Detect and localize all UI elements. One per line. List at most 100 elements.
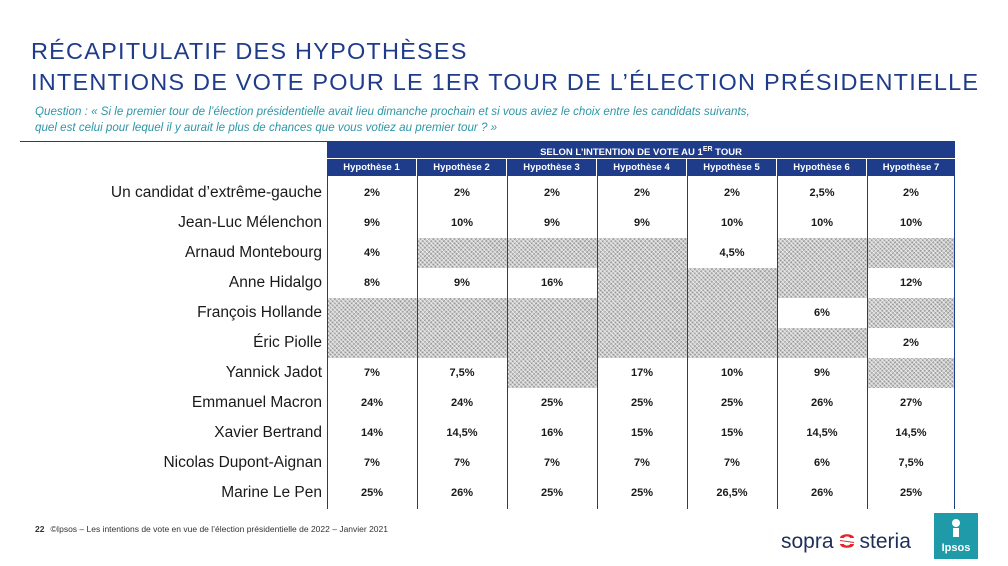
table-cell-empty xyxy=(327,298,417,328)
table-cell-empty xyxy=(327,328,417,358)
table-cell-empty xyxy=(507,328,597,358)
row-label: François Hollande xyxy=(197,304,322,321)
table-cell: 14,5% xyxy=(895,427,927,439)
span-header-text: SELON L’INTENTION DE VOTE AU 1 xyxy=(540,147,703,158)
column-divider xyxy=(954,159,955,509)
footer: 22 ©Ipsos – Les intentions de vote en vue… xyxy=(35,524,388,534)
table-cell: 12% xyxy=(899,277,923,289)
table-cell: 10% xyxy=(450,217,474,229)
table-cell-empty xyxy=(687,268,777,298)
question-line-1: Question : « Si le premier tour de l’éle… xyxy=(35,105,750,118)
table-cell: 14,5% xyxy=(806,427,838,439)
column-divider xyxy=(417,159,418,509)
table-cell: 16% xyxy=(540,427,564,439)
table-cell: 25% xyxy=(899,487,923,499)
results-table: SELON L’INTENTION DE VOTE AU 1ER TOUR Hy… xyxy=(327,141,955,509)
table-cell: 10% xyxy=(720,367,744,379)
table-cell: 4,5% xyxy=(719,247,745,259)
title-line-2: INTENTIONS DE VOTE POUR LE 1ER TOUR DE L… xyxy=(31,69,980,95)
table-cell: 26% xyxy=(810,397,834,409)
table-cell-empty xyxy=(507,358,597,388)
row-label: Nicolas Dupont-Aignan xyxy=(163,454,322,471)
table-cell: 7% xyxy=(544,457,560,469)
table-cell-empty xyxy=(777,238,867,268)
page-number: 22 xyxy=(35,524,45,534)
table-cell: 2% xyxy=(724,187,740,199)
column-header: Hypothèse 6 xyxy=(777,159,866,176)
table-cell-empty xyxy=(777,328,867,358)
table-cell-empty xyxy=(687,328,777,358)
table-cell-empty xyxy=(687,298,777,328)
table-cell: 8% xyxy=(364,277,380,289)
table-cell: 4% xyxy=(364,247,380,259)
table-cell: 7% xyxy=(724,457,740,469)
table-cell: 7,5% xyxy=(449,367,475,379)
column-divider xyxy=(327,159,328,509)
table-cell-empty xyxy=(417,328,507,358)
table-cell: 10% xyxy=(899,217,923,229)
table-cell: 26% xyxy=(810,487,834,499)
table-cell: 15% xyxy=(630,427,654,439)
table-cell: 2% xyxy=(544,187,560,199)
table-cell-empty xyxy=(597,238,687,268)
table-cell-empty xyxy=(597,298,687,328)
table-cell: 9% xyxy=(454,277,470,289)
table-cell-empty xyxy=(507,298,597,328)
table-cell-empty xyxy=(507,238,597,268)
table-cell: 17% xyxy=(630,367,654,379)
table-cell: 10% xyxy=(720,217,744,229)
question-line-2: quel est celui pour lequel il y aurait l… xyxy=(35,120,498,134)
footer-text: ©Ipsos – Les intentions de vote en vue d… xyxy=(50,524,388,534)
table-cell: 7% xyxy=(454,457,470,469)
table-cell-empty xyxy=(597,268,687,298)
table-cell: 10% xyxy=(810,217,834,229)
survey-question: Question : « Si le premier tour de l’éle… xyxy=(35,104,750,135)
row-label: Éric Piolle xyxy=(253,334,322,351)
table-cell: 7% xyxy=(364,457,380,469)
column-divider xyxy=(777,159,778,509)
table-cell: 2% xyxy=(454,187,470,199)
table-cell: 25% xyxy=(540,397,564,409)
table-span-header: SELON L’INTENTION DE VOTE AU 1ER TOUR xyxy=(327,141,955,158)
row-label: Jean-Luc Mélenchon xyxy=(178,214,322,231)
column-header: Hypothèse 3 xyxy=(507,159,596,176)
column-header: Hypothèse 2 xyxy=(417,159,506,176)
row-label: Marine Le Pen xyxy=(221,484,322,501)
table-cell: 25% xyxy=(360,487,384,499)
table-cell-empty xyxy=(867,358,955,388)
page-title: RÉCAPITULATIF DES HYPOTHÈSES INTENTIONS … xyxy=(31,36,979,98)
sopra-text: sopra xyxy=(781,530,834,553)
column-header: Hypothèse 7 xyxy=(867,159,955,176)
column-header: Hypothèse 1 xyxy=(327,159,416,176)
table-cell-empty xyxy=(417,238,507,268)
span-header-sup: ER xyxy=(702,146,713,153)
table-cell: 9% xyxy=(544,217,560,229)
row-label: Yannick Jadot xyxy=(225,364,322,381)
row-label: Xavier Bertrand xyxy=(214,424,322,441)
table-cell: 26% xyxy=(450,487,474,499)
table-cell: 24% xyxy=(360,397,384,409)
column-divider xyxy=(687,159,688,509)
table-cell: 25% xyxy=(630,487,654,499)
column-divider xyxy=(597,159,598,509)
row-label: Emmanuel Macron xyxy=(191,394,322,411)
table-cell: 9% xyxy=(814,367,830,379)
table-cell: 6% xyxy=(814,307,830,319)
table-cell: 24% xyxy=(450,397,474,409)
table-cell-empty xyxy=(777,268,867,298)
column-header: Hypothèse 5 xyxy=(687,159,776,176)
table-cell: 14% xyxy=(360,427,384,439)
column-divider xyxy=(507,159,508,509)
ipsos-mark-icon xyxy=(952,519,960,537)
span-header-end: TOUR xyxy=(712,147,742,158)
ipsos-logo: Ipsos xyxy=(934,513,978,559)
table-cell: 9% xyxy=(634,217,650,229)
table-cell: 16% xyxy=(540,277,564,289)
ipsos-text: Ipsos xyxy=(941,542,971,554)
table-cell-empty xyxy=(597,328,687,358)
table-cell: 7% xyxy=(364,367,380,379)
table-cell: 25% xyxy=(540,487,564,499)
table-cell-empty xyxy=(417,298,507,328)
table-cell: 25% xyxy=(630,397,654,409)
sopra-steria-logo: sopra steria xyxy=(781,530,911,554)
